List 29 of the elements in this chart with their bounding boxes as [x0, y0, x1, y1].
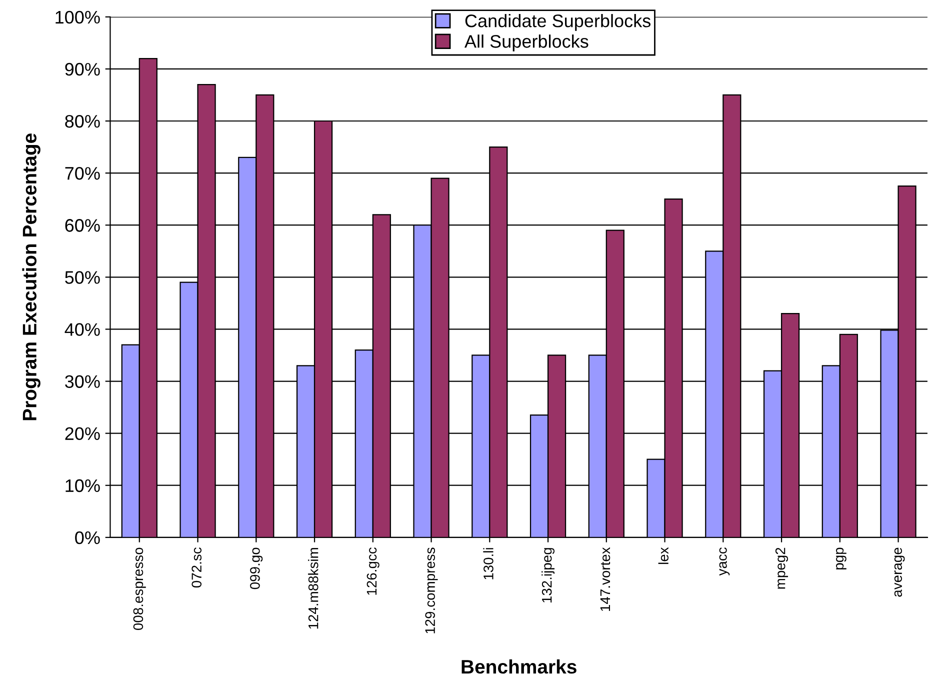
- y-tick-label: 100%: [56, 10, 100, 24]
- x-axis-title: Benchmarks: [462, 659, 576, 674]
- x-tick-label: 147.vortex: [600, 547, 610, 611]
- y-tick-label: 60%: [65, 219, 100, 232]
- y-tick-label: 80%: [65, 114, 100, 128]
- x-tick-label: 129.compress: [425, 548, 438, 634]
- x-tick-label: lex: [658, 547, 669, 564]
- y-tick-label: 90%: [65, 62, 100, 76]
- legend-label: All Superblocks: [464, 34, 588, 52]
- x-tick-label: average: [894, 548, 905, 597]
- x-tick-label: 008.espresso: [133, 548, 146, 630]
- x-tick-label: pgp: [836, 548, 846, 570]
- y-tick-label: 0%: [75, 531, 100, 544]
- y-tick-label: 20%: [65, 427, 100, 440]
- x-tick-label: 130.li: [483, 548, 494, 580]
- y-tick-label: 40%: [64, 323, 100, 336]
- x-tick-label: 132.ijpeg: [542, 548, 554, 602]
- y-tick-label: 30%: [65, 375, 100, 388]
- y-axis-title: Program Execution Percentage: [22, 134, 40, 420]
- legend-label: Candidate Superblocks: [465, 14, 650, 31]
- x-tick-label: 126.gcc: [366, 548, 380, 595]
- y-tick-label: 70%: [65, 166, 100, 180]
- x-tick-label: 099.go: [250, 548, 263, 590]
- x-tick-label: mpeg2: [775, 548, 788, 589]
- y-tick-label: 10%: [66, 479, 100, 492]
- x-tick-label: yacc: [719, 548, 730, 576]
- x-tick-label: 072.sc: [192, 548, 202, 588]
- x-tick-label: 124.m88ksim: [308, 548, 318, 629]
- y-tick-label: 50%: [65, 271, 100, 284]
